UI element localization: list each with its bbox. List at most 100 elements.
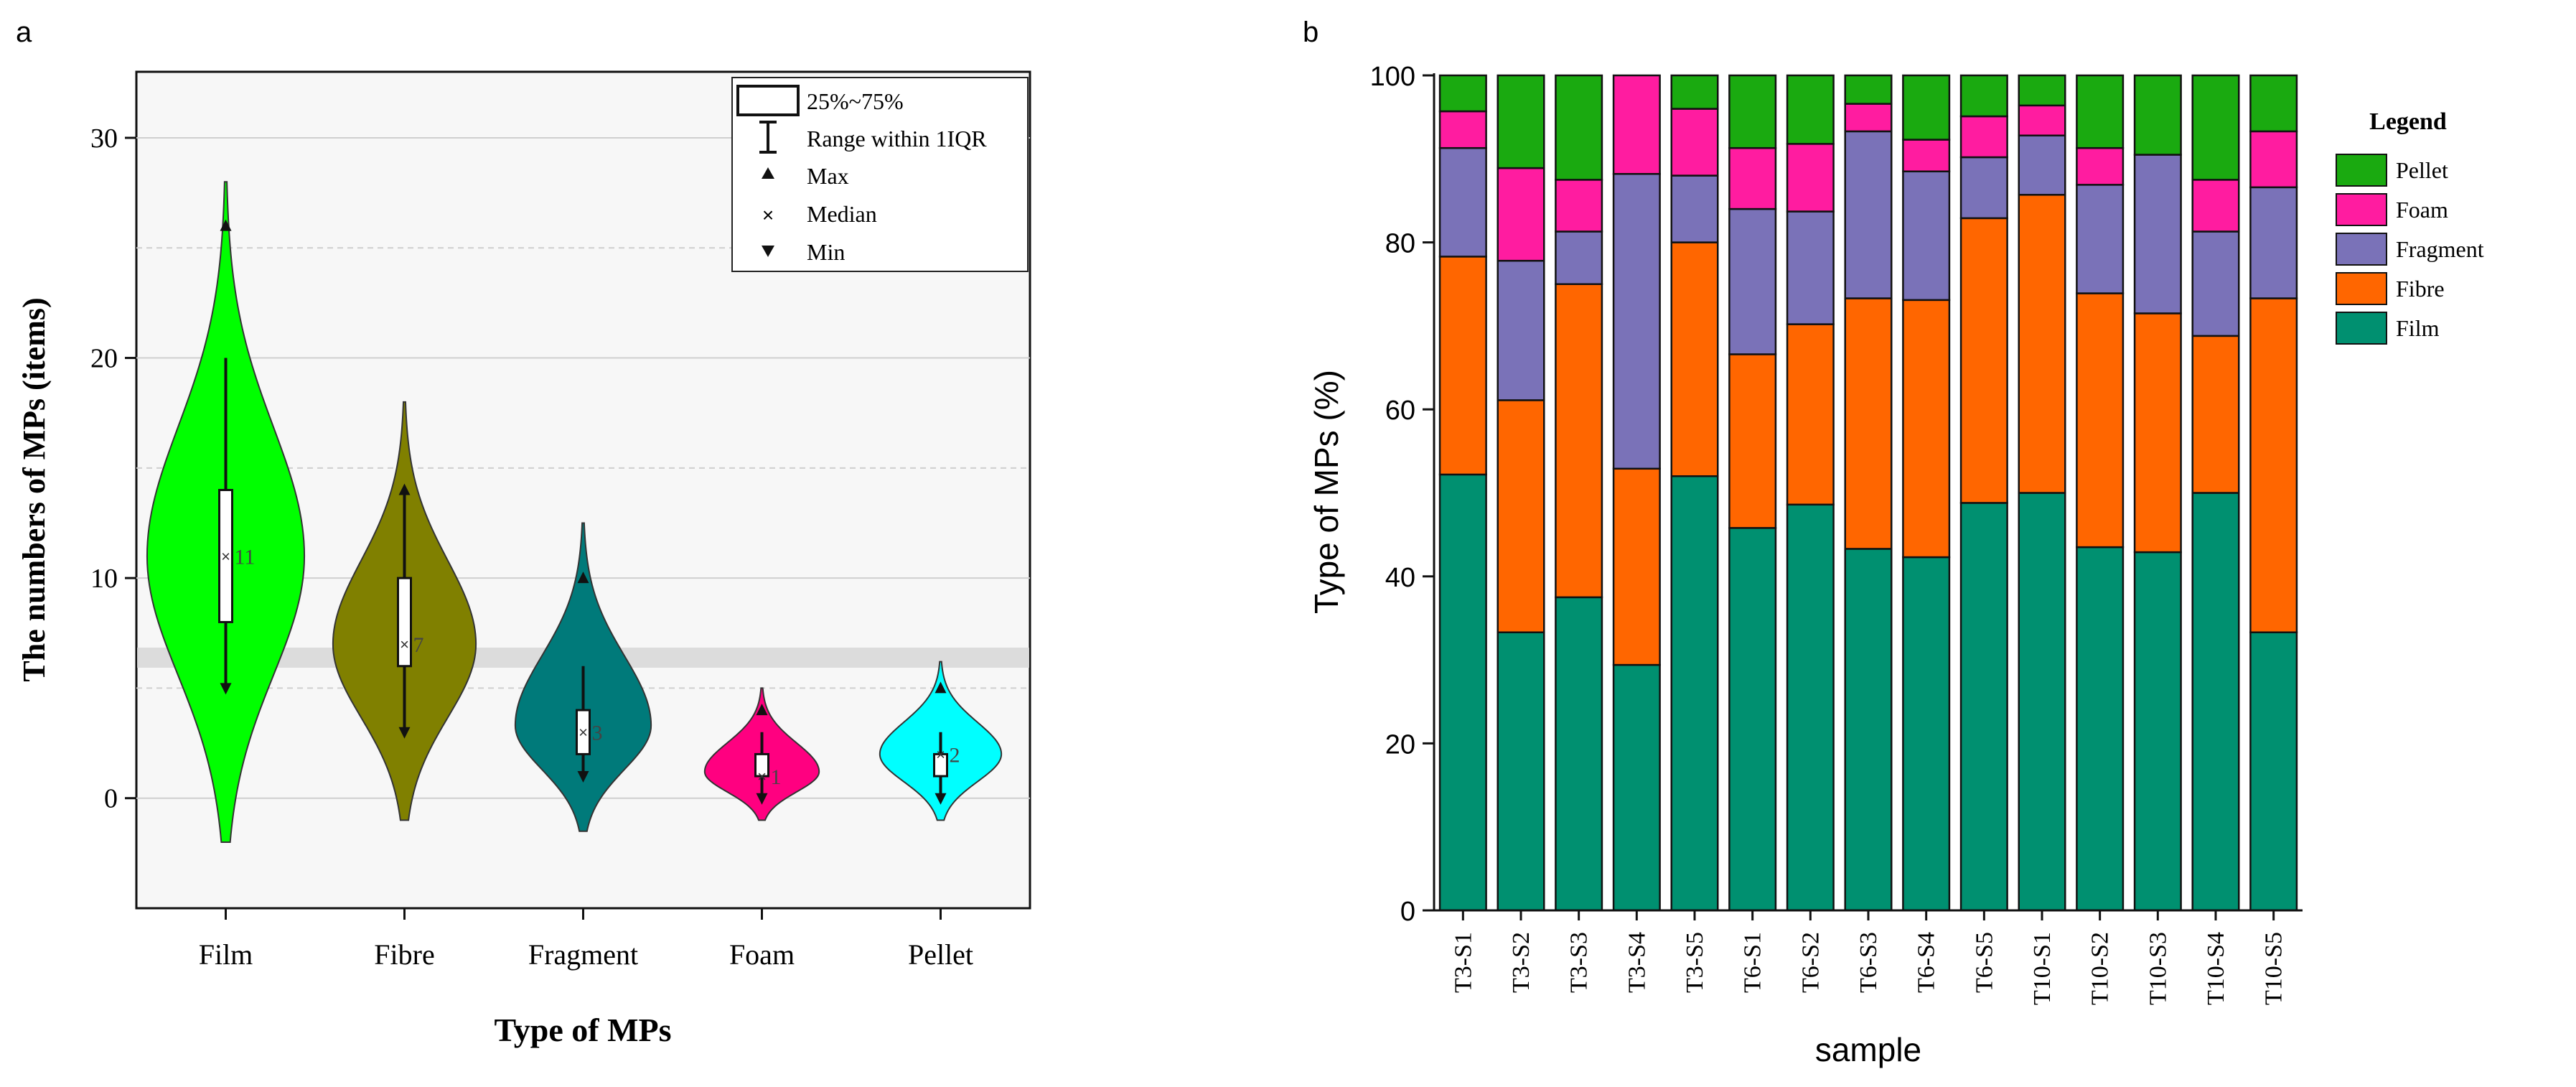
median-marker: × [757, 768, 767, 785]
stacked-bars [1438, 74, 2298, 912]
bar-segment-film [1670, 475, 1719, 912]
x-tick-label: Film [199, 938, 253, 971]
bar-segment-fragment [1497, 259, 1545, 401]
x-tick-label: T10-S2 [2087, 932, 2114, 1005]
bar-segment-fragment [2191, 230, 2240, 337]
bar-segment-foam [2249, 130, 2298, 189]
bar-segment-pellet [2018, 74, 2066, 107]
legend-swatch-fibre [2336, 272, 2387, 305]
bar-segment-film [1612, 663, 1661, 912]
y-tick-label: 80 [1385, 229, 1415, 259]
x-tick-label: T10-S5 [2261, 932, 2287, 1005]
bar-segment-foam [1844, 103, 1893, 133]
y-tick-label: 0 [1400, 897, 1415, 927]
median-label: 7 [413, 633, 424, 657]
bar-segment-pellet [1438, 74, 1487, 113]
x-tick-label: T3-S3 [1566, 932, 1593, 993]
bar-segment-film [1728, 527, 1777, 912]
y-tick-label: 30 [90, 123, 118, 154]
x-tick-label: T3-S1 [1450, 932, 1476, 993]
bar-segment-fragment [1786, 210, 1835, 325]
y-tick-label: 100 [1370, 62, 1415, 92]
iqr-box [754, 752, 769, 778]
max-marker [577, 572, 589, 584]
y-tick-label: 60 [1385, 396, 1415, 426]
legend-title: Legend [2369, 108, 2447, 135]
bar-segment-foam [1612, 74, 1661, 175]
legend-max-icon [762, 167, 774, 179]
bar-segment-foam [1438, 110, 1487, 149]
legend-range-label: Range within 1IQR [807, 126, 987, 151]
y-tick-label: 20 [1385, 729, 1415, 760]
bar-segment-fragment [1959, 156, 2008, 220]
legend-iqr-label: 25%~75% [807, 88, 904, 114]
max-marker [756, 704, 768, 716]
bar-segment-fragment [1728, 207, 1777, 355]
bar-segment-fragment [1844, 130, 1893, 299]
bar-segment-fibre [1438, 256, 1487, 476]
iqr-box [218, 489, 233, 623]
bar-segment-film [1959, 502, 2008, 912]
min-marker [577, 771, 589, 783]
panel-label-a: a [16, 17, 32, 48]
min-marker [756, 793, 768, 805]
bar-segment-fibre [1902, 299, 1951, 559]
legend-swatch-film [2336, 312, 2387, 345]
bar-segment-foam [2018, 104, 2066, 136]
bar-segment-fibre [2133, 312, 2182, 554]
bar-segment-fibre [1670, 241, 1719, 477]
median-marker: × [400, 635, 409, 653]
bar-segment-fragment [2133, 154, 2182, 314]
bar-segment-pellet [1902, 74, 1951, 141]
legend-swatch-fragment [2336, 233, 2387, 266]
bar-segment-pellet [1728, 74, 1777, 149]
bar-segment-fragment [2076, 184, 2125, 294]
legend-label: Fibre [2396, 276, 2445, 302]
y-tick-label: 20 [90, 344, 118, 374]
stacked-bar-chart-panel: b 0 20 40 60 80 100 T3-S1 T3-S2 T3-S3 T3-S4 T3-S5… [1303, 17, 2484, 1068]
legend-median-label: Median [807, 201, 877, 227]
bar-segment-foam [2076, 146, 2125, 186]
bar-segment-pellet [1670, 74, 1719, 110]
legend-label: Foam [2396, 197, 2448, 223]
y-axis-title-b: Type of MPs (%) [1308, 370, 1345, 614]
median-marker: × [579, 724, 588, 742]
legend-label: Pellet [2396, 157, 2448, 183]
x-axis-title-b: sample [1815, 1031, 1921, 1068]
min-marker [398, 727, 411, 739]
bar-segment-film [1786, 503, 1835, 912]
bar-segment-fibre [1844, 297, 1893, 550]
bar-segment-fibre [2249, 297, 2298, 633]
iqr-box [397, 577, 412, 668]
panel-label-b: b [1303, 17, 1319, 48]
bar-segment-foam [1786, 143, 1835, 213]
legend-iqr-swatch-icon [736, 85, 800, 116]
bar-segment-pellet [1959, 74, 2008, 118]
bar-segment-film [2249, 631, 2298, 912]
x-tick-label: Foam [729, 938, 795, 971]
bar-segment-foam [1728, 146, 1777, 210]
x-tick-label: T6-S3 [1855, 932, 1882, 993]
bar-segment-foam [1959, 115, 2008, 159]
x-axis-b: T3-S1 T3-S2 T3-S3 T3-S4 T3-S5 T6-S1 T6-S2 T6-S3… [1450, 910, 2287, 1005]
x-tick-label: T3-S5 [1682, 932, 1708, 993]
legend-a: 25%~75% Range within 1IQR Max × Median M… [731, 77, 1029, 272]
bar-segment-pellet [1844, 74, 1893, 105]
min-marker [935, 793, 947, 805]
x-tick-label: T6-S1 [1740, 932, 1766, 993]
bar-segment-foam [1555, 179, 1603, 233]
bar-segment-fragment [1902, 170, 1951, 302]
min-marker [220, 683, 232, 695]
max-marker [935, 681, 947, 694]
x-tick-label: Pellet [908, 938, 973, 971]
bar-segment-film [1902, 556, 1951, 912]
median-label: 3 [592, 722, 603, 745]
legend-b: Legend Pellet Foam Fragment Fibre Film [2336, 108, 2484, 345]
y-tick-label: 0 [104, 784, 118, 814]
bar-segment-fibre [1728, 353, 1777, 529]
bar-segment-film [1497, 631, 1545, 912]
bar-segment-fragment [1555, 230, 1603, 285]
bar-segment-fragment [2249, 186, 2298, 299]
bar-segment-fragment [1612, 172, 1661, 470]
